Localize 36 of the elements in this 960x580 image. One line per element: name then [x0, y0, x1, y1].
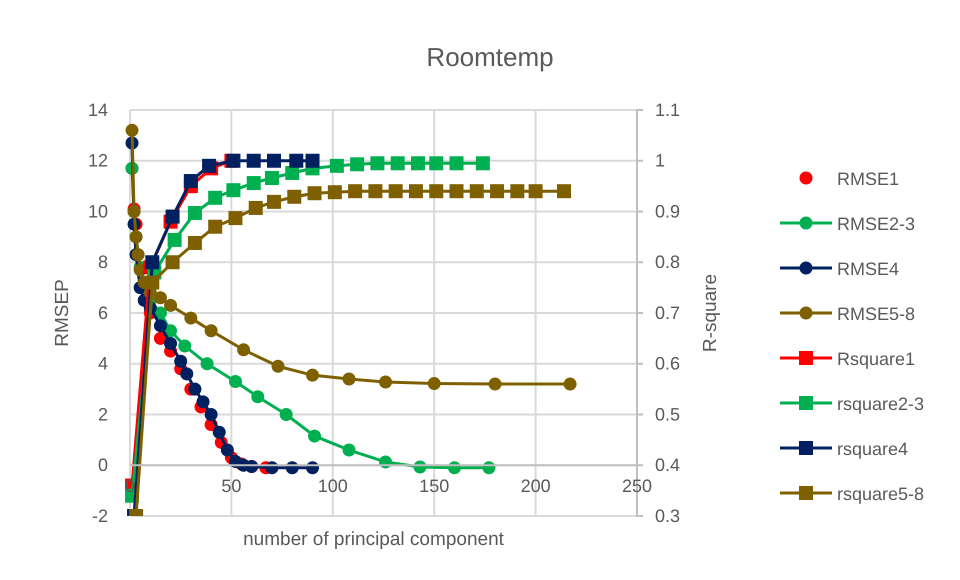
- y2-tick-label: 1: [655, 150, 666, 171]
- x-tick-label: 250: [622, 476, 652, 496]
- y-tick-label: 6: [98, 302, 108, 323]
- y-tick-label: 8: [98, 252, 108, 272]
- y-tick-label: -2: [92, 506, 108, 526]
- legend-label: rsquare2-3: [837, 394, 924, 414]
- y2-tick-label: 0.8: [655, 252, 680, 272]
- x-tick-label: 200: [520, 476, 551, 496]
- x-tick-label: 50: [221, 476, 242, 496]
- legend-label: RMSE1: [837, 169, 900, 189]
- y2-tick-label: 0.4: [655, 455, 680, 476]
- y2-axis-title: R-square: [700, 274, 721, 352]
- legend-label: rsquare5-8: [837, 484, 924, 504]
- y-axis-title: RMSEP: [52, 279, 73, 347]
- legend-label: RMSE5-8: [837, 304, 916, 324]
- y-tick-label: 2: [98, 404, 108, 424]
- x-tick-label: 100: [318, 476, 348, 496]
- y-tick-label: 4: [98, 354, 108, 374]
- y2-tick-label: 0.6: [655, 354, 680, 374]
- legend-label: RMSE4: [837, 259, 900, 279]
- chart-title: Roomtemp: [426, 42, 554, 72]
- legend-label: RMSE2-3: [837, 214, 916, 234]
- y2-tick-label: 0.9: [655, 201, 680, 222]
- y-tick-label: 12: [88, 150, 108, 171]
- x-axis-title: number of principal component: [243, 529, 505, 550]
- y-tick-label: 0: [98, 455, 108, 476]
- x-tick-label: 150: [419, 476, 450, 496]
- y-tick-label: 10: [88, 201, 108, 222]
- x-tick-label: 0: [124, 476, 136, 496]
- y-tick-label: 14: [88, 100, 108, 120]
- y2-tick-label: 0.7: [655, 302, 680, 323]
- y2-tick-label: 0.5: [655, 404, 680, 424]
- legend-label: rsquare4: [837, 439, 908, 459]
- legend-label: Rsquare1: [837, 349, 916, 369]
- y2-tick-label: 1.1: [655, 100, 680, 120]
- y2-tick-label: 0.3: [655, 506, 680, 526]
